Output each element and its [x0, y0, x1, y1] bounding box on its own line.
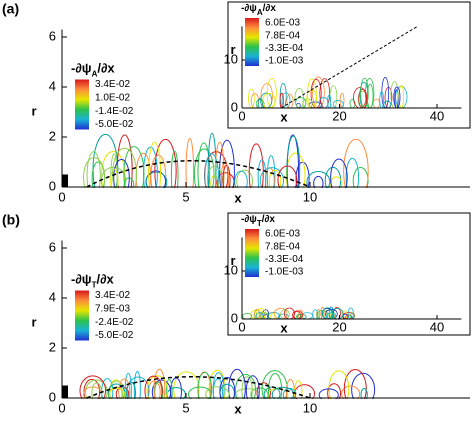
y-axis-label: r	[31, 103, 36, 118]
legend-label: 3.4E-02	[95, 290, 130, 301]
x-tick-label: 0	[58, 400, 65, 415]
x-tick-label: 10	[303, 400, 317, 415]
legend-title-part: A	[92, 69, 98, 78]
y-tick-label: 4	[49, 78, 56, 93]
inset-x-axis-label: x	[280, 320, 288, 335]
legend-label: 7.9E-03	[95, 303, 130, 314]
legend-label: 6.0E-03	[265, 18, 300, 29]
legend-title-part: T	[92, 280, 97, 289]
inset-y-axis-label: r	[230, 42, 235, 57]
legend-title-part: T	[257, 219, 262, 228]
mask	[62, 188, 462, 208]
legend-title-part: -∂ψ	[241, 214, 257, 225]
y-axis-label: r	[31, 314, 36, 329]
legend-label: -5.0E-02	[95, 119, 134, 130]
legend-label: -1.0E-03	[265, 56, 304, 67]
legend-label: -3.3E-04	[265, 254, 304, 265]
legend-title-part: /∂x	[263, 3, 277, 14]
legend-title-part: /∂x	[97, 61, 115, 76]
y-tick-label: 4	[49, 289, 56, 304]
legend-label: 7.8E-04	[265, 241, 300, 252]
inset-x-tick-label: 40	[430, 108, 444, 123]
inset-x-tick-label: 0	[238, 319, 245, 334]
colorbar	[75, 290, 89, 341]
x-tick-label: 0	[58, 189, 65, 204]
inset-frame	[227, 1, 471, 129]
legend-title: -∂ψT/∂x	[241, 214, 275, 228]
legend-label: 1.0E-02	[95, 92, 130, 103]
panel-label: (a)	[2, 1, 19, 17]
legend-label: 3.4E-02	[95, 79, 130, 90]
colorbar	[245, 18, 259, 66]
legend-title: -∂ψA/∂x	[71, 61, 115, 78]
legend-title: -∂ψT/∂x	[71, 272, 114, 289]
x-axis-label: x	[234, 401, 242, 416]
nozzle	[62, 385, 68, 398]
inset-y-tick-label: 10	[224, 51, 238, 66]
legend-label: -1.4E-02	[95, 106, 134, 117]
y-tick-label: 0	[49, 178, 56, 193]
x-tick-label: 5	[182, 189, 189, 204]
inset-y-axis-label: r	[230, 253, 235, 268]
shear-layer	[86, 160, 311, 188]
inset-y-tick-label: 0	[231, 99, 238, 114]
shear-layer	[86, 376, 311, 399]
inset-y-tick-label: 0	[231, 310, 238, 325]
inset-y-tick-label: 10	[224, 262, 238, 277]
colorbar	[245, 229, 259, 277]
x-tick-label: 5	[182, 400, 189, 415]
inset-x-tick-label: 20	[332, 108, 346, 123]
nozzle	[62, 174, 68, 187]
legend-title: -∂ψA/∂x	[241, 3, 276, 17]
x-axis-label: x	[234, 190, 242, 205]
y-tick-label: 6	[49, 28, 56, 43]
inset-x-axis-label: x	[280, 109, 288, 124]
legend-label: -2.4E-02	[95, 317, 134, 328]
legend-title-part: /∂x	[262, 214, 276, 225]
mask	[62, 399, 462, 419]
y-tick-label: 2	[49, 339, 56, 354]
y-tick-label: 2	[49, 128, 56, 143]
legend-label: -3.3E-04	[265, 43, 304, 54]
legend-label: 7.8E-04	[265, 30, 300, 41]
legend-label: -5.0E-02	[95, 330, 134, 341]
y-tick-label: 6	[49, 239, 56, 254]
legend-title-part: -∂ψ	[71, 272, 92, 287]
legend-title-part: -∂ψ	[71, 61, 92, 76]
legend-label: 6.0E-03	[265, 229, 300, 240]
inset-x-tick-label: 0	[238, 108, 245, 123]
legend-title-part: -∂ψ	[241, 3, 257, 14]
colorbar	[75, 79, 89, 130]
inset-x-tick-label: 20	[332, 319, 346, 334]
legend-title-part: /∂x	[96, 272, 114, 287]
y-tick-label: 0	[49, 389, 56, 404]
inset-dash	[280, 25, 418, 109]
legend-label: -1.0E-03	[265, 267, 304, 278]
x-tick-label: 10	[303, 189, 317, 204]
legend-title-part: A	[257, 8, 263, 17]
inset-x-tick-label: 40	[430, 319, 444, 334]
panel-label: (b)	[2, 212, 20, 228]
